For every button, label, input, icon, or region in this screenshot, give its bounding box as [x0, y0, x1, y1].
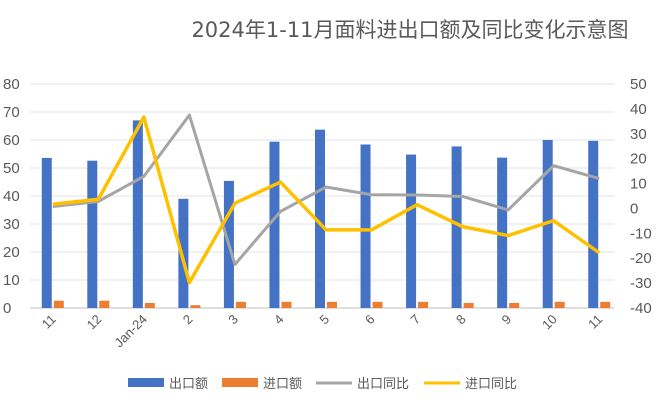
- bar-import: [600, 301, 611, 308]
- bar-export: [132, 120, 143, 309]
- bar-import: [372, 301, 383, 308]
- legend-label: 出口额: [169, 376, 208, 391]
- chart-title: 2024年1-11月面料进出口额及同比变化示意图: [191, 18, 629, 42]
- left-tick-label: 10: [3, 272, 20, 289]
- bar-import: [53, 300, 64, 308]
- right-tick-label: 40: [630, 101, 647, 118]
- legend-swatch: [222, 378, 258, 387]
- bar-import: [281, 301, 292, 308]
- bar-export: [87, 160, 98, 308]
- category-label: 4: [271, 312, 287, 328]
- right-tick-label: 0: [630, 200, 638, 217]
- right-tick-label: 50: [630, 76, 647, 93]
- category-label: 7: [407, 312, 423, 328]
- category-label: 6: [362, 312, 378, 328]
- left-tick-label: 70: [3, 104, 20, 121]
- category-label: 5: [316, 312, 332, 328]
- category-label: 2: [180, 312, 196, 328]
- left-tick-label: 0: [3, 300, 11, 317]
- line-import-yoy: [52, 115, 601, 285]
- category-label: 9: [499, 312, 515, 328]
- bar-export: [269, 141, 280, 308]
- right-tick-label: -30: [630, 275, 652, 292]
- right-tick-label: 10: [630, 176, 647, 193]
- right-tick-label: 30: [630, 126, 647, 143]
- right-tick-label: -20: [630, 250, 652, 267]
- category-label: 12: [84, 312, 105, 333]
- bar-import: [327, 301, 337, 308]
- bar-import: [554, 301, 565, 308]
- legend-swatch: [128, 378, 164, 387]
- category-label: 8: [453, 312, 469, 328]
- category-label: 10: [539, 312, 560, 333]
- left-tick-label: 20: [3, 244, 20, 261]
- bar-export: [315, 129, 325, 308]
- category-label: Jan-24: [111, 312, 150, 351]
- bar-export: [360, 144, 371, 308]
- bar-export: [406, 154, 417, 308]
- bar-import: [463, 302, 474, 308]
- bar-export: [588, 140, 599, 308]
- right-tick-label: -10: [630, 225, 652, 242]
- right-tick-label: 20: [630, 151, 647, 168]
- legend-label: 进口额: [263, 376, 302, 391]
- legend-label: 出口同比: [357, 376, 409, 391]
- left-tick-label: 80: [3, 76, 20, 93]
- bar-import: [509, 302, 520, 308]
- category-label: 11: [39, 312, 59, 332]
- left-tick-label: 40: [3, 188, 20, 205]
- bar-export: [178, 198, 189, 308]
- category-label: 3: [225, 312, 241, 328]
- left-tick-label: 30: [3, 216, 20, 233]
- left-tick-label: 60: [3, 132, 20, 149]
- bar-import: [144, 302, 155, 308]
- line-export-yoy: [52, 113, 600, 266]
- bar-import: [99, 300, 110, 308]
- bar-export: [41, 157, 52, 308]
- bar-import: [418, 301, 429, 308]
- left-tick-label: 50: [3, 160, 20, 177]
- legend-label: 进口同比: [465, 376, 517, 391]
- bar-import: [235, 301, 246, 308]
- bar-import: [190, 305, 201, 308]
- bar-export: [451, 146, 462, 308]
- category-label: 11: [585, 312, 605, 332]
- right-tick-label: -40: [630, 300, 652, 317]
